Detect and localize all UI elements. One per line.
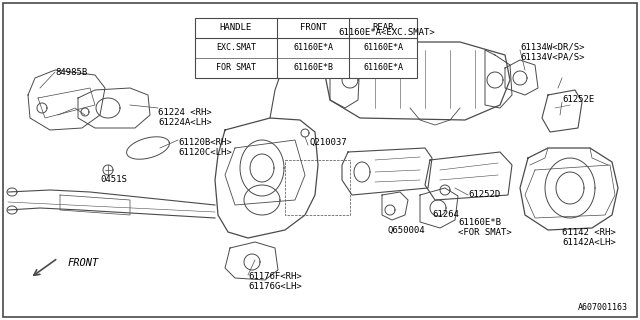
- Text: 61160E*B: 61160E*B: [458, 218, 501, 227]
- Text: 61252D: 61252D: [468, 190, 500, 199]
- Text: 61160E*A: 61160E*A: [363, 44, 403, 52]
- Text: 61134V<PA/S>: 61134V<PA/S>: [520, 52, 584, 61]
- Text: HANDLE: HANDLE: [220, 23, 252, 33]
- Text: A607001163: A607001163: [578, 303, 628, 312]
- Text: 61120C<LH>: 61120C<LH>: [178, 148, 232, 157]
- Text: <FOR SMAT>: <FOR SMAT>: [458, 228, 512, 237]
- Text: 61160E*A: 61160E*A: [363, 63, 403, 73]
- Text: 61224 <RH>: 61224 <RH>: [158, 108, 212, 117]
- Text: 0451S: 0451S: [100, 175, 127, 184]
- Text: Q210037: Q210037: [310, 138, 348, 147]
- Text: FOR SMAT: FOR SMAT: [216, 63, 256, 73]
- Bar: [195, 18, 417, 78]
- Text: 61120B<RH>: 61120B<RH>: [178, 138, 232, 147]
- Text: 61142 <RH>: 61142 <RH>: [562, 228, 616, 237]
- Text: EXC.SMAT: EXC.SMAT: [216, 44, 256, 52]
- Text: 61176G<LH>: 61176G<LH>: [248, 282, 301, 291]
- Text: 61160E*A<EXC.SMAT>: 61160E*A<EXC.SMAT>: [338, 28, 435, 37]
- Text: 61176F<RH>: 61176F<RH>: [248, 272, 301, 281]
- Text: Q650004: Q650004: [388, 226, 426, 235]
- Text: REAR: REAR: [372, 23, 394, 33]
- Text: 61134W<DR/S>: 61134W<DR/S>: [520, 42, 584, 51]
- Text: FRONT: FRONT: [68, 258, 99, 268]
- Text: 61160E*B: 61160E*B: [293, 63, 333, 73]
- Text: 61252E: 61252E: [562, 95, 595, 104]
- Text: 61224A<LH>: 61224A<LH>: [158, 118, 212, 127]
- Text: 61142A<LH>: 61142A<LH>: [562, 238, 616, 247]
- Text: 84985B: 84985B: [55, 68, 87, 77]
- Text: FRONT: FRONT: [300, 23, 326, 33]
- Text: 61160E*A: 61160E*A: [293, 44, 333, 52]
- Text: 61264: 61264: [432, 210, 459, 219]
